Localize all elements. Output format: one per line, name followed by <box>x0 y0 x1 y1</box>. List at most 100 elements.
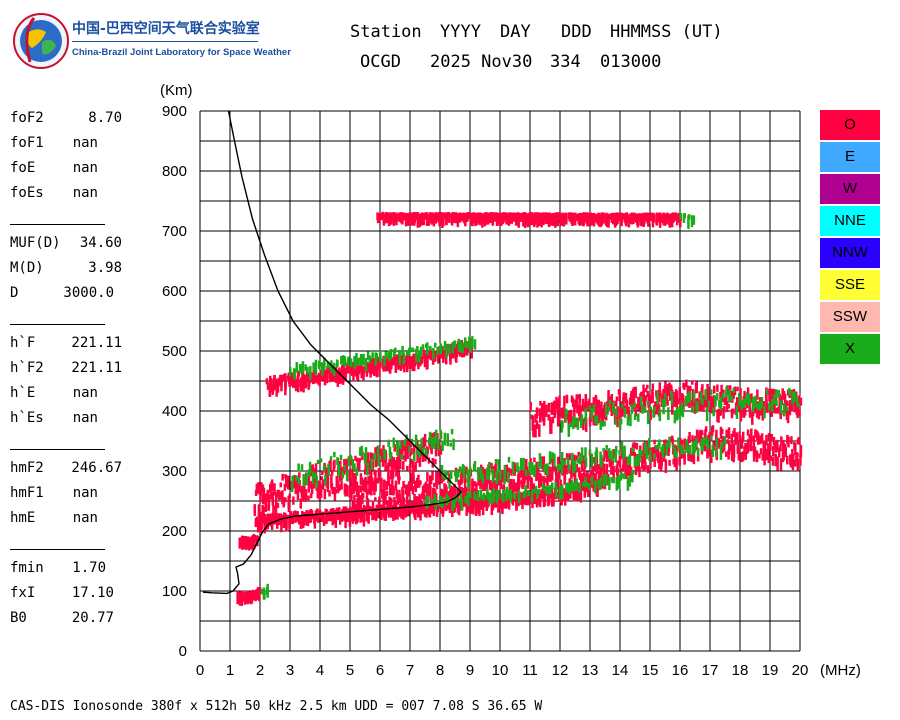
o-mode-echo <box>690 453 693 462</box>
logo-english-name: China-Brazil Joint Laboratory for Space … <box>72 47 291 58</box>
o-mode-echo <box>362 481 366 492</box>
o-mode-echo <box>253 504 257 516</box>
o-mode-echo <box>374 470 377 483</box>
o-mode-echo <box>532 483 536 491</box>
o-mode-echo <box>434 447 438 457</box>
o-mode-echo <box>675 391 678 405</box>
o-mode-echo <box>368 460 371 475</box>
o-mode-echo <box>573 469 577 481</box>
o-mode-echo <box>352 484 355 494</box>
o-mode-echo <box>681 394 685 401</box>
x-mode-echo <box>775 400 778 407</box>
o-mode-echo <box>628 397 632 406</box>
o-mode-echo <box>560 213 564 221</box>
o-mode-echo <box>566 411 570 420</box>
o-mode-echo <box>762 440 765 448</box>
x-mode-echo <box>702 437 705 446</box>
x-mode-echo <box>266 583 269 598</box>
o-mode-echo <box>445 486 448 500</box>
o-mode-echo <box>423 353 426 359</box>
o-mode-echo <box>359 512 362 519</box>
o-mode-echo <box>646 384 649 389</box>
x-mode-echo <box>428 438 431 445</box>
o-mode-echo <box>628 460 632 471</box>
x-mode-echo <box>668 436 671 448</box>
o-mode-echo <box>394 362 398 373</box>
o-mode-echo <box>511 494 515 506</box>
o-mode-echo <box>702 400 705 412</box>
o-mode-echo <box>276 489 279 498</box>
x-mode-echo <box>448 343 451 355</box>
o-mode-echo <box>391 477 394 486</box>
o-mode-echo <box>405 358 409 364</box>
x-mode-echo <box>364 447 368 461</box>
polarization-legend: O E W NNE NNW SSE SSW X <box>820 110 880 366</box>
x-mode-echo <box>539 458 543 469</box>
o-mode-echo <box>326 513 330 521</box>
o-mode-echo <box>378 364 381 377</box>
x-mode-echo <box>343 465 346 471</box>
x-mode-echo <box>455 494 458 502</box>
x-tick-label: 13 <box>582 662 599 679</box>
param-label: h`E <box>10 385 36 401</box>
o-mode-echo <box>245 536 248 551</box>
o-mode-echo <box>769 455 773 461</box>
header-date-value: 2025 Nov30 <box>430 52 533 72</box>
o-mode-echo <box>269 517 272 527</box>
o-mode-echo <box>378 213 381 223</box>
x-mode-echo <box>378 455 382 461</box>
x-mode-echo <box>389 349 393 360</box>
o-mode-echo <box>617 389 621 395</box>
x-mode-echo <box>740 399 744 410</box>
o-mode-echo <box>580 483 583 491</box>
o-mode-echo <box>528 213 532 225</box>
x-mode-echo <box>436 439 440 452</box>
x-mode-echo <box>312 362 315 372</box>
o-mode-echo <box>754 429 757 438</box>
param-row: h`Es nan <box>10 410 125 428</box>
o-mode-echo <box>331 508 335 516</box>
x-mode-echo <box>603 420 606 427</box>
o-mode-echo <box>760 433 764 444</box>
o-mode-echo <box>691 380 694 385</box>
o-mode-echo <box>556 477 560 490</box>
o-mode-echo <box>777 447 781 458</box>
x-mode-echo <box>688 391 691 403</box>
x-mode-echo <box>643 406 646 413</box>
o-mode-echo <box>260 513 263 525</box>
o-mode-echo <box>666 213 670 220</box>
o-mode-echo <box>780 396 783 404</box>
param-value: nan <box>72 135 98 151</box>
x-mode-echo <box>326 361 330 369</box>
o-mode-echo <box>571 398 575 408</box>
o-mode-echo <box>366 452 370 464</box>
o-mode-echo <box>257 482 260 494</box>
x-mode-echo <box>691 442 695 455</box>
o-mode-echo <box>535 423 539 429</box>
o-mode-echo <box>625 402 629 415</box>
o-mode-echo <box>537 476 540 481</box>
o-mode-echo <box>575 213 578 221</box>
x-mode-echo <box>524 486 527 498</box>
x-mode-echo <box>534 485 538 494</box>
x-mode-echo <box>595 447 598 458</box>
x-mode-echo <box>503 464 507 474</box>
o-mode-echo <box>277 377 281 387</box>
x-mode-echo <box>556 464 560 472</box>
o-mode-echo <box>457 501 461 516</box>
o-mode-echo <box>427 214 430 226</box>
o-mode-echo <box>349 456 353 466</box>
o-mode-echo <box>463 478 467 492</box>
o-mode-echo <box>295 513 299 521</box>
o-mode-echo <box>730 452 734 462</box>
y-tick-label: 200 <box>162 523 187 540</box>
o-mode-echo <box>302 378 305 393</box>
o-mode-echo <box>579 489 583 503</box>
x-mode-echo <box>584 447 587 458</box>
o-mode-echo <box>695 443 698 451</box>
o-mode-echo <box>652 446 655 454</box>
o-mode-echo <box>397 360 400 367</box>
o-mode-echo <box>735 397 739 406</box>
o-mode-echo <box>784 400 788 414</box>
o-mode-echo <box>520 465 523 478</box>
